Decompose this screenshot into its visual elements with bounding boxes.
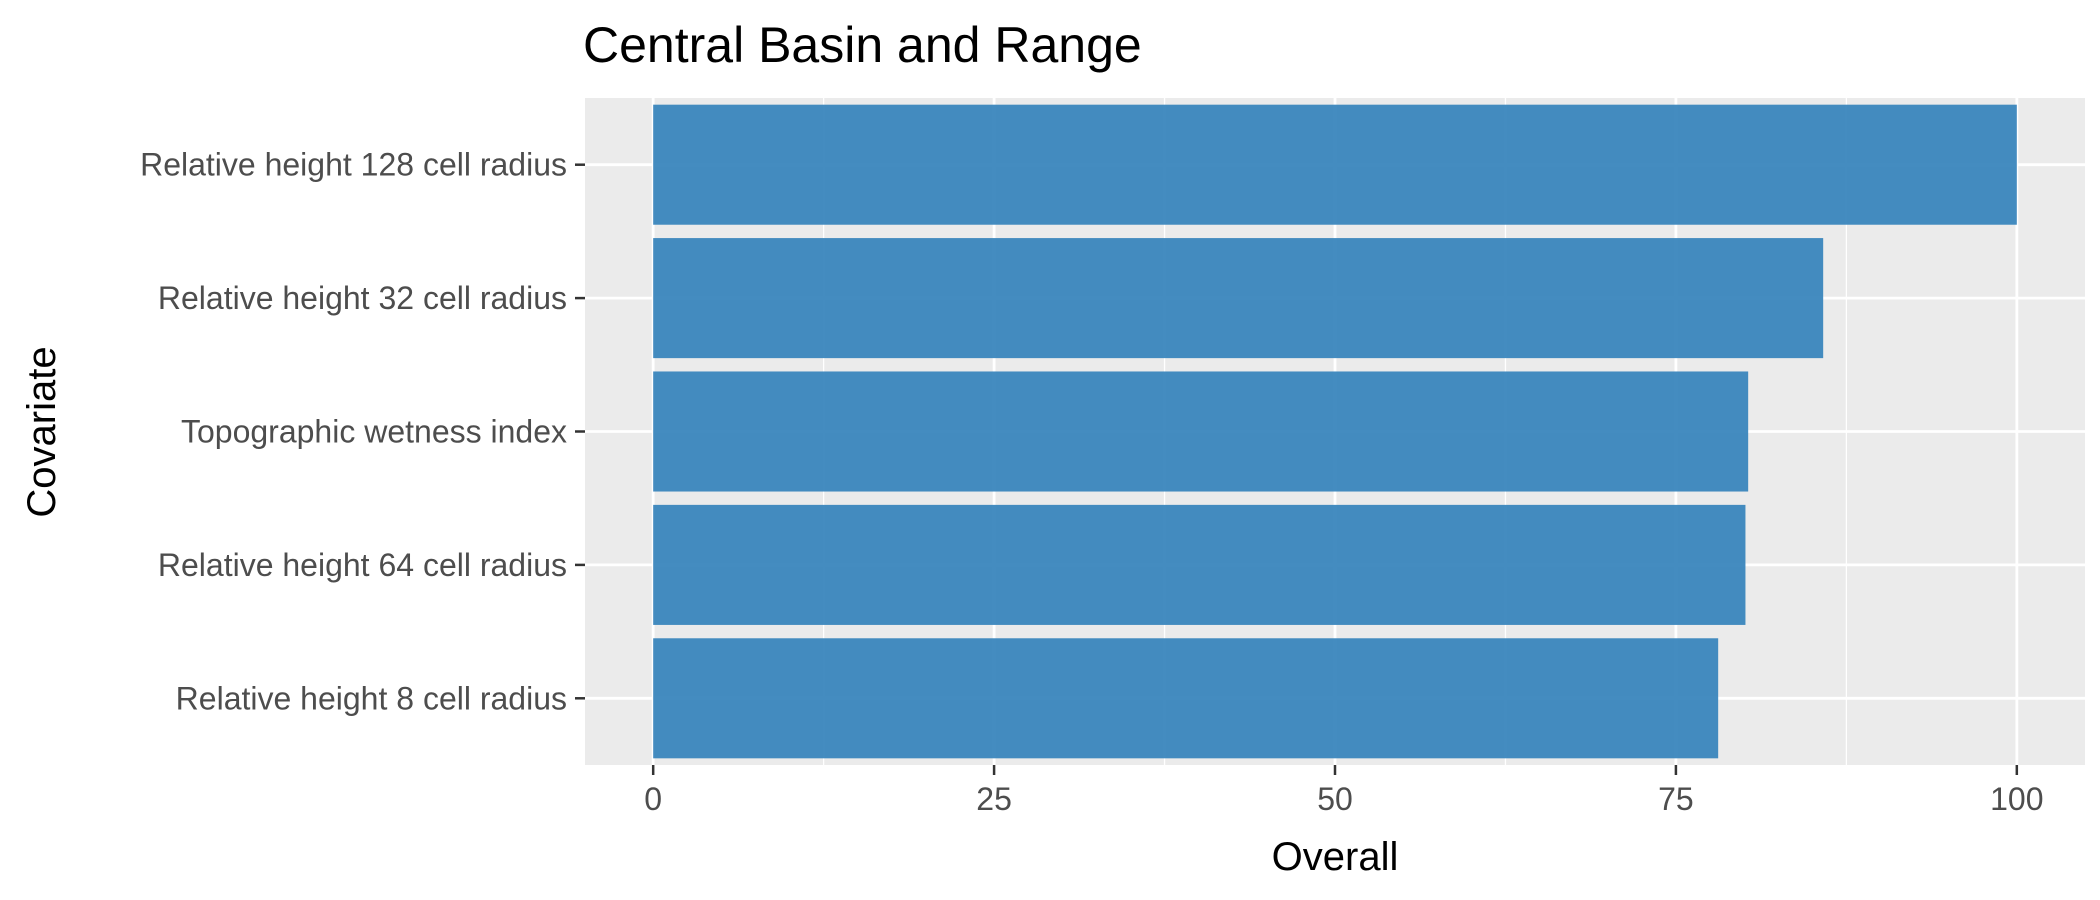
x-axis-title: Overall [1272, 835, 1399, 879]
y-tick-label: Relative height 128 cell radius [140, 147, 567, 183]
chart-title: Central Basin and Range [583, 17, 1142, 73]
y-tick-label: Relative height 32 cell radius [158, 280, 567, 316]
bar [653, 638, 1719, 759]
y-axis-title: Covariate [20, 346, 64, 517]
y-axis: Relative height 128 cell radius Relative … [140, 147, 585, 716]
x-axis: 0 25 50 75 100 [644, 765, 2044, 817]
x-tick-label: 75 [1658, 781, 1694, 817]
bar [653, 238, 1824, 359]
bar [653, 104, 2017, 225]
y-tick-label: Relative height 8 cell radius [176, 680, 567, 716]
x-tick-label: 0 [644, 781, 662, 817]
bar [653, 504, 1746, 625]
bars [653, 104, 2017, 759]
x-tick-label: 25 [976, 781, 1012, 817]
y-tick-label: Topographic wetness index [181, 414, 567, 450]
x-tick-label: 50 [1317, 781, 1353, 817]
x-tick-label: 100 [1990, 781, 2043, 817]
bar [653, 371, 1749, 492]
y-tick-label: Relative height 64 cell radius [158, 547, 567, 583]
